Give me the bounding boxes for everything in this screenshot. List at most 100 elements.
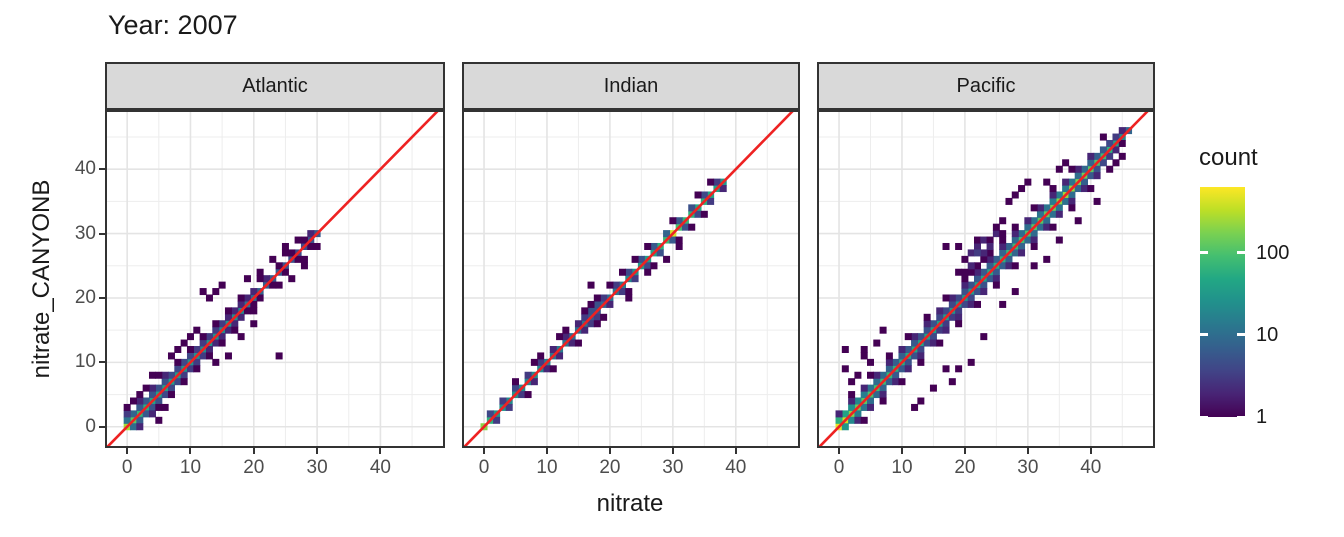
bin2d-cell — [1043, 255, 1051, 263]
bin2d-cell — [879, 397, 887, 405]
bin2d-cell — [123, 410, 131, 418]
bin2d-cell — [1062, 197, 1070, 205]
bin2d-cell — [1068, 191, 1076, 199]
bin2d-cell — [600, 294, 608, 302]
panel-border — [817, 110, 1155, 448]
bin2d-cell — [300, 262, 308, 270]
bin2d-cell — [256, 294, 264, 302]
legend-tick-label: 100 — [1256, 241, 1290, 264]
bin2d-cell — [288, 275, 296, 283]
bin2d-cell — [148, 391, 156, 399]
bin2d-cell — [980, 288, 988, 296]
bin2d-cell — [1099, 159, 1107, 167]
bin2d-cell — [1081, 165, 1089, 173]
bin2d-cell — [713, 178, 721, 186]
bin2d-cell — [212, 339, 220, 347]
bin2d-cell — [167, 352, 175, 360]
bin2d-cell — [867, 384, 875, 392]
bin2d-cell — [999, 262, 1007, 270]
bin2d-cell — [898, 365, 906, 373]
bin2d-cell — [1093, 197, 1101, 205]
bin2d-cell — [663, 230, 671, 238]
bin2d-cell — [218, 339, 226, 347]
bin2d-cell — [1118, 139, 1126, 147]
bin2d-cell — [961, 281, 969, 289]
bin2d-cell — [1030, 217, 1038, 225]
bin2d-cell — [848, 397, 856, 405]
bin2d-cell — [904, 333, 912, 341]
bin2d-cell — [543, 365, 551, 373]
bin2d-cell — [243, 307, 251, 315]
bin2d-cell — [917, 333, 925, 341]
bin2d-cell — [1068, 165, 1076, 173]
bin2d-cell — [281, 268, 289, 276]
x-axis-tick-label: 40 — [369, 457, 391, 478]
bin2d-cell — [911, 333, 919, 341]
bin2d-cell — [1112, 159, 1120, 167]
bin2d-cell — [593, 294, 601, 302]
bin2d-cell — [669, 236, 677, 244]
facet-strip-label: Indian — [603, 74, 659, 97]
panel-canvas — [817, 110, 1155, 448]
bin2d-cell — [262, 275, 270, 283]
bin2d-cell — [885, 365, 893, 373]
bin2d-cell — [1099, 146, 1107, 154]
x-axis-tick-label: 30 — [1017, 457, 1039, 478]
y-axis-tick-mark — [99, 232, 105, 235]
y-axis-title: nitrate_CANYONB — [28, 179, 55, 379]
bin2d-cell — [1074, 165, 1082, 173]
bin2d-cell — [923, 326, 931, 334]
bin2d-cell — [1055, 204, 1063, 212]
facet-panel-pacific — [817, 110, 1155, 448]
bin2d-cell — [986, 236, 994, 244]
bin2d-cell — [1081, 185, 1089, 193]
bin2d-cell — [955, 268, 963, 276]
bin2d-cell — [948, 294, 956, 302]
bin2d-cell — [637, 255, 645, 263]
bin2d-cell — [581, 313, 589, 321]
bin2d-cell — [186, 345, 194, 353]
bin2d-cell — [612, 281, 620, 289]
bin2d-cell — [269, 281, 277, 289]
bin2d-cell — [911, 352, 919, 360]
bin2d-cell — [854, 371, 862, 379]
bin2d-cell — [929, 320, 937, 328]
bin2d-cell — [1074, 172, 1082, 180]
bin2d-cell — [961, 255, 969, 263]
bin2d-cell — [167, 384, 175, 392]
bin2d-cell — [848, 403, 856, 411]
bin2d-cell — [123, 416, 131, 424]
bin2d-cell — [524, 371, 532, 379]
bin2d-cell — [281, 249, 289, 257]
legend-tick-label: 10 — [1256, 323, 1279, 346]
bin2d-cell — [904, 345, 912, 353]
legend-tick-mark — [1237, 251, 1245, 255]
bin2d-cell — [593, 313, 601, 321]
facet-strip-atlantic: Atlantic — [105, 62, 445, 110]
bin2d-cell — [136, 397, 144, 405]
bin2d-cell — [537, 358, 545, 366]
bin2d-cell — [1062, 185, 1070, 193]
bin2d-cell — [180, 339, 188, 347]
bin2d-cell — [707, 178, 715, 186]
bin2d-cell — [923, 320, 931, 328]
bin2d-cell — [574, 339, 582, 347]
bin2d-cell — [873, 339, 881, 347]
bin2d-cell — [974, 275, 982, 283]
bin2d-cell — [161, 371, 169, 379]
panel-canvas — [105, 110, 445, 448]
bin2d-cell — [980, 268, 988, 276]
bin2d-cell — [619, 268, 627, 276]
bin2d-cell — [275, 281, 283, 289]
bin2d-cell — [218, 333, 226, 341]
bin2d-cell — [180, 371, 188, 379]
bin2d-cell — [243, 275, 251, 283]
bin2d-cell — [212, 326, 220, 334]
bin2d-cell — [205, 345, 213, 353]
bin2d-cell — [606, 281, 614, 289]
bin2d-cell — [929, 333, 937, 341]
bin2d-cell — [1011, 223, 1019, 231]
bin2d-cell — [237, 333, 245, 341]
bin2d-cell — [161, 391, 169, 399]
bin2d-cell — [961, 275, 969, 283]
